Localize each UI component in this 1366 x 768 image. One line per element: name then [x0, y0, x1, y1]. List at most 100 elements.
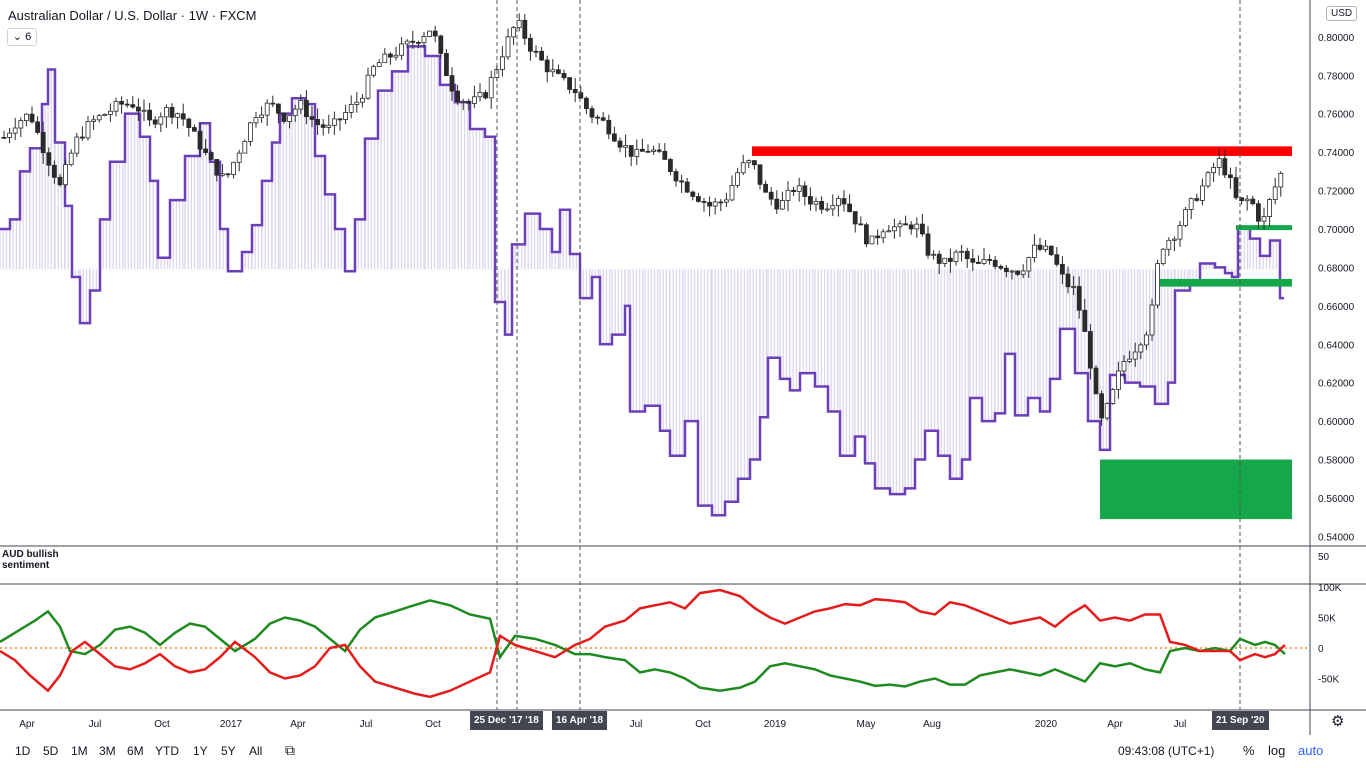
candle-body — [57, 176, 63, 186]
range-button-ytd[interactable]: YTD — [155, 744, 179, 758]
calendar-goto-icon[interactable]: ⧉ — [285, 742, 295, 758]
candle-body — [645, 150, 651, 153]
candle-body — [488, 77, 494, 99]
candle-body — [656, 149, 662, 152]
candle-body — [52, 164, 57, 178]
candle-body — [1127, 358, 1132, 362]
candle-body — [595, 116, 600, 119]
sentiment-long-line — [0, 599, 1286, 692]
candle-body — [1020, 270, 1026, 275]
price-tick-label: 0.76000 — [1318, 110, 1355, 121]
time-tick-label: 2019 — [764, 719, 787, 730]
range-button-1d[interactable]: 1D — [15, 744, 31, 758]
candle-body — [270, 102, 276, 105]
candle-body — [102, 113, 108, 117]
candle-body — [925, 233, 931, 256]
candle-body — [40, 132, 46, 154]
currency-badge[interactable]: USD — [1326, 6, 1358, 21]
candle-body — [875, 235, 880, 239]
candle-body — [864, 224, 869, 245]
candle-body — [359, 97, 365, 103]
price-tick-label: 0.58000 — [1318, 456, 1355, 467]
candle-body — [1009, 270, 1015, 273]
date-marker: 16 Apr '18 — [552, 711, 608, 730]
candle-body — [1116, 370, 1121, 390]
candle-body — [763, 183, 768, 193]
candle-body — [1138, 344, 1144, 353]
candle-body — [214, 159, 220, 176]
candle-body — [186, 118, 192, 128]
candle-body — [1216, 158, 1222, 168]
candle-body — [505, 36, 511, 58]
time-tick-label: Jul — [1174, 719, 1187, 730]
candle-body — [371, 66, 377, 76]
date-marker: 25 Dec '17 '18 — [470, 711, 543, 730]
candle-body — [438, 35, 444, 54]
candle-body — [774, 198, 780, 210]
candle-body — [976, 261, 981, 264]
time-tick-label: Aug — [923, 719, 941, 730]
price-tick-label: 0.68000 — [1318, 263, 1355, 274]
candle-body — [18, 120, 24, 129]
candle-body — [780, 200, 785, 210]
time-tick-label: Jul — [89, 719, 102, 730]
candle-body — [612, 133, 617, 142]
candle-body — [343, 112, 349, 120]
sentiment-label: AUD bullish sentiment — [2, 549, 59, 571]
range-button-3m[interactable]: 3M — [99, 744, 116, 758]
candle-body — [449, 75, 455, 92]
candle-body — [729, 184, 735, 201]
candle-body — [1082, 309, 1088, 332]
candle-body — [1194, 198, 1200, 201]
time-tick-label: Jul — [360, 719, 373, 730]
range-button-5d[interactable]: 5D — [43, 744, 59, 758]
candle-body — [1233, 177, 1239, 199]
candle-body — [600, 117, 606, 121]
candle-body — [690, 191, 696, 197]
candle-body — [920, 223, 925, 235]
candle-body — [147, 109, 153, 121]
candle-body — [841, 198, 847, 205]
candle-body — [533, 50, 539, 53]
candle-body — [1110, 389, 1116, 404]
candle-body — [1278, 172, 1284, 188]
candle-body — [331, 118, 337, 126]
candle-body — [880, 231, 886, 239]
candle-body — [499, 56, 505, 70]
range-button-1y[interactable]: 1Y — [193, 744, 208, 758]
candle-body — [1267, 199, 1272, 217]
range-button-5y[interactable]: 5Y — [221, 744, 236, 758]
candle-body — [1188, 198, 1194, 210]
auto-scale-button[interactable]: auto — [1298, 743, 1324, 758]
indicator-collapse-button[interactable]: ⌄ 6 — [7, 28, 37, 46]
support-zone-upper — [1159, 278, 1292, 287]
percent-scale-button[interactable]: % — [1243, 743, 1255, 758]
candle-body — [180, 113, 186, 120]
candle-body — [1037, 244, 1043, 250]
candle-body — [791, 189, 796, 193]
candle-body — [752, 160, 757, 166]
candle-body — [1172, 238, 1177, 241]
candle-body — [572, 89, 578, 94]
time-tick-label: Oct — [695, 719, 711, 730]
gear-icon[interactable]: ⚙ — [1331, 713, 1345, 730]
candle-body — [813, 201, 819, 205]
log-scale-button[interactable]: log — [1268, 743, 1286, 758]
candle-body — [998, 266, 1004, 269]
candle-body — [108, 110, 113, 115]
candle-body — [29, 113, 35, 123]
candle-body — [931, 253, 936, 256]
candle-body — [511, 27, 517, 38]
candle-body — [191, 127, 197, 132]
time-tick-label: Apr — [1107, 719, 1123, 730]
candle-body — [275, 103, 281, 114]
range-button-6m[interactable]: 6M — [127, 744, 144, 758]
candle-body — [1166, 239, 1172, 250]
candle-body — [987, 259, 992, 261]
candle-body — [578, 92, 584, 99]
chart-canvas[interactable]: 0.54000 0.56000 0.58000 0.60000 0.62000 0.640… — [0, 0, 1366, 735]
candle-body — [640, 148, 645, 152]
candle-body — [292, 108, 298, 117]
range-button-1m[interactable]: 1M — [71, 744, 88, 758]
range-button-all[interactable]: All — [249, 744, 263, 758]
